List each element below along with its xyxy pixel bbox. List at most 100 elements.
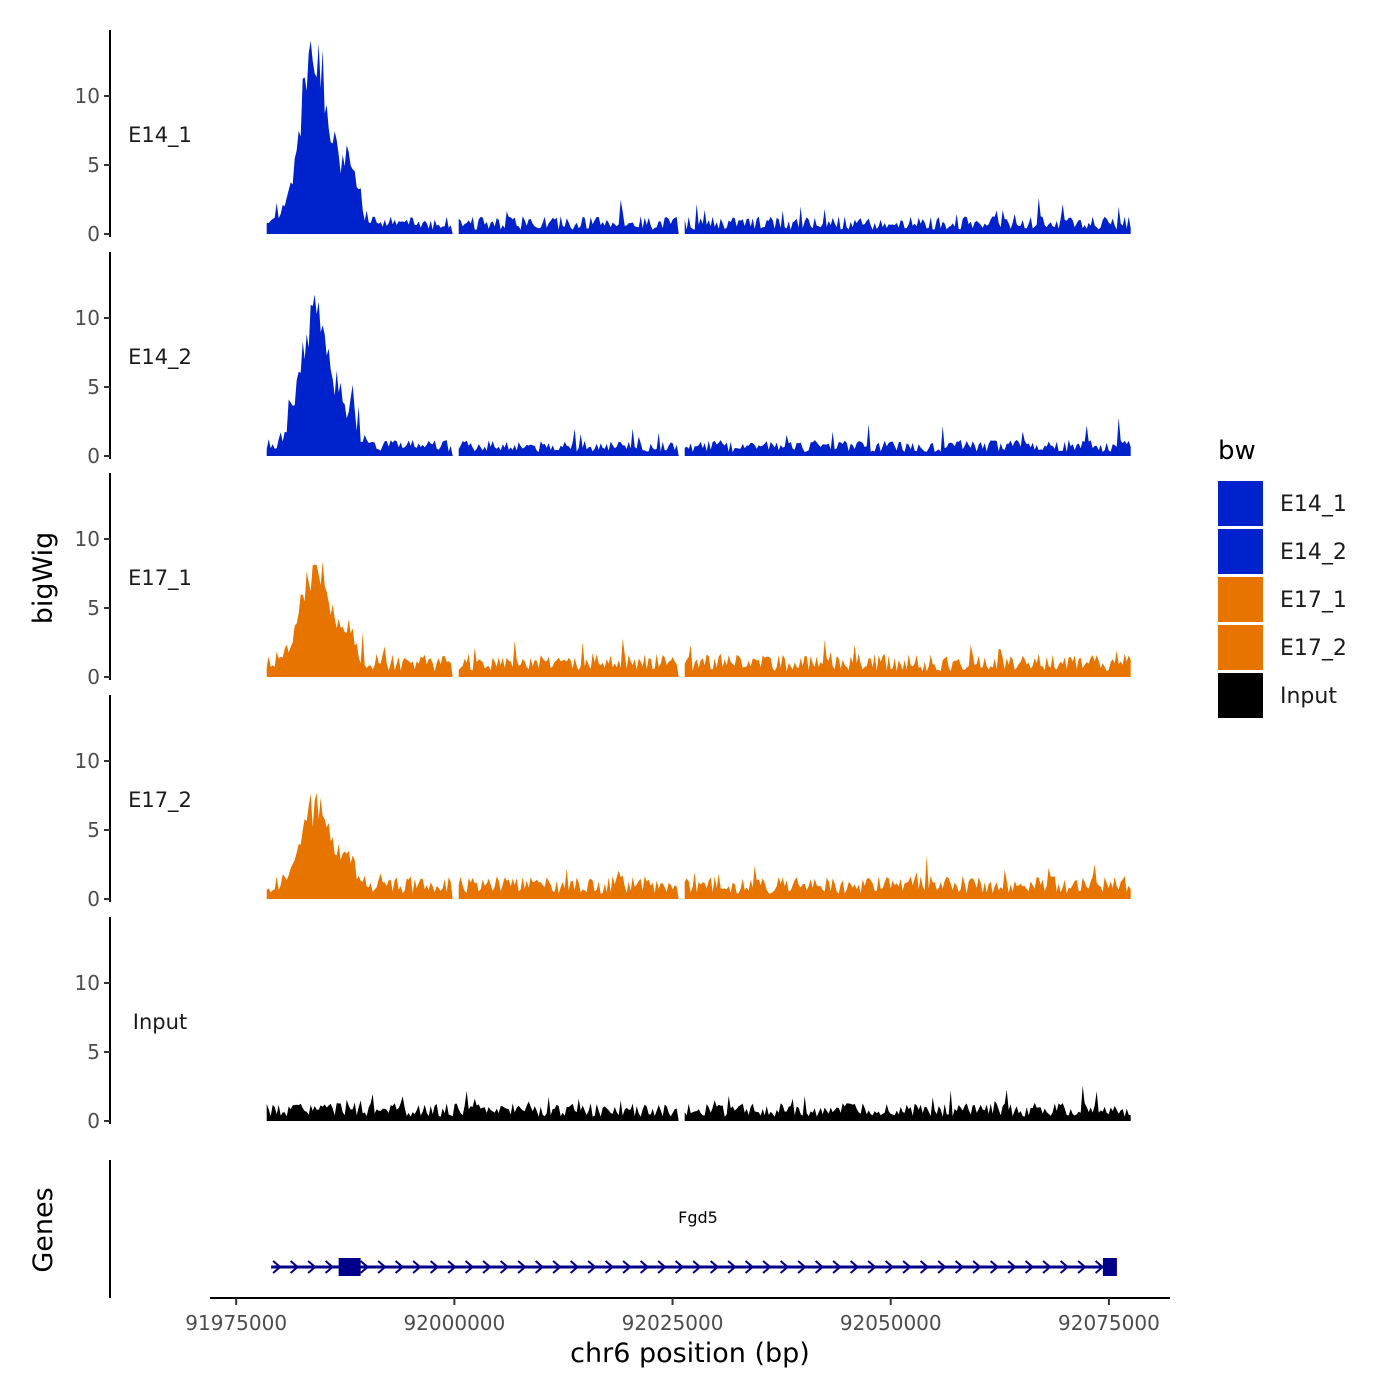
x-axis-title: chr6 position (bp) (570, 1338, 810, 1369)
x-axis: 91975000 92000000 92025000 92050000 92075000 (185, 1297, 1170, 1335)
track-Input: 0 5 10 Input (75, 917, 1131, 1133)
strand-arrow (1094, 1260, 1105, 1274)
legend-swatch (1218, 481, 1263, 526)
legend-swatch (1218, 625, 1263, 670)
strand-arrow (324, 1260, 335, 1274)
x-tick-label: 92025000 (622, 1311, 724, 1335)
strand-arrow (377, 1260, 387, 1274)
y-tick-label: 0 (87, 222, 100, 246)
y-tick-label: 10 (75, 749, 100, 773)
strand-arrow (972, 1260, 982, 1274)
y-tick-label: 5 (87, 153, 100, 177)
strand-arrow (534, 1260, 545, 1274)
strand-arrow (447, 1260, 457, 1274)
strand-arrow (814, 1260, 825, 1274)
strand-arrow (762, 1260, 772, 1274)
strand-arrow (657, 1260, 667, 1274)
gene-label: Fgd5 (678, 1208, 718, 1227)
strand-arrow (849, 1260, 860, 1274)
track-E14_1: 0 5 10 E14_1 (75, 30, 1131, 246)
legend-title: bw (1218, 436, 1256, 466)
y-tick-label: 5 (87, 818, 100, 842)
y-tick-label: 10 (75, 306, 100, 330)
track-E17_1: 0 5 10 E17_1 (75, 473, 1131, 689)
strand-arrow (832, 1260, 842, 1274)
strand-arrow (622, 1260, 632, 1274)
strand-arrow (884, 1260, 895, 1274)
gene-track: Fgd5 (109, 1160, 1117, 1298)
legend-swatch (1218, 577, 1263, 622)
strand-arrow (394, 1260, 405, 1274)
track-label: E14_2 (128, 345, 192, 370)
y-tick-label: 0 (87, 1109, 100, 1133)
strand-arrow (1007, 1260, 1017, 1274)
track-E14_2: 0 5 10 E14_2 (75, 252, 1131, 468)
strand-arrow (289, 1260, 300, 1274)
strand-arrow (674, 1260, 685, 1274)
y-tick-label: 0 (87, 444, 100, 468)
strand-arrow (1077, 1260, 1087, 1274)
strand-arrow (727, 1260, 737, 1274)
strand-arrow (797, 1260, 807, 1274)
strand-arrow (552, 1260, 562, 1274)
strand-arrow (779, 1260, 790, 1274)
strand-arrow (867, 1260, 877, 1274)
signal-area-Input (266, 1085, 1131, 1121)
legend-label: Input (1280, 684, 1337, 709)
strand-arrow (744, 1260, 755, 1274)
strand-arrow (272, 1260, 282, 1274)
signal-area-E17_2 (266, 792, 1131, 899)
legend-swatch (1218, 529, 1263, 574)
signal-area-E17_1 (266, 561, 1131, 677)
strand-arrow (902, 1260, 912, 1274)
track-label: E17_1 (128, 566, 192, 591)
exon (338, 1258, 361, 1276)
x-tick-label: 91975000 (185, 1311, 287, 1335)
legend-label: E14_1 (1280, 492, 1347, 517)
track-E17_2: 0 5 10 E17_2 (75, 695, 1131, 911)
strand-arrow (499, 1260, 510, 1274)
strand-arrow (1059, 1260, 1070, 1274)
x-tick-label: 92050000 (840, 1311, 942, 1335)
strand-arrow (464, 1260, 475, 1274)
y-tick-label: 5 (87, 1040, 100, 1064)
y-axis-title: bigWig (28, 532, 59, 625)
y-tick-label: 0 (87, 887, 100, 911)
legend-label: E17_1 (1280, 588, 1347, 613)
strand-arrow (604, 1260, 615, 1274)
strand-arrow (639, 1260, 650, 1274)
genes-axis-title: Genes (28, 1187, 59, 1272)
y-tick-label: 5 (87, 596, 100, 620)
track-label: E14_1 (128, 123, 192, 148)
strand-arrow (954, 1260, 965, 1274)
legend-swatch (1218, 673, 1263, 718)
x-tick-label: 92075000 (1058, 1311, 1160, 1335)
strand-arrow (412, 1260, 422, 1274)
legend-label: E17_2 (1280, 636, 1347, 661)
y-tick-label: 10 (75, 527, 100, 551)
y-tick-label: 0 (87, 665, 100, 689)
strand-arrow (709, 1260, 720, 1274)
strand-arrow (937, 1260, 947, 1274)
legend-label: E14_2 (1280, 540, 1347, 565)
strand-arrow (482, 1260, 492, 1274)
signal-area-E14_1 (266, 40, 1131, 234)
strand-arrow (569, 1260, 580, 1274)
strand-arrow (919, 1260, 930, 1274)
y-tick-label: 10 (75, 84, 100, 108)
track-label: E17_2 (128, 788, 192, 813)
strand-arrow (517, 1260, 527, 1274)
strand-arrow (429, 1260, 440, 1274)
strand-arrow (307, 1260, 317, 1274)
legend: bw E14_1 E14_2 E17_1 E17_2 Input (1218, 436, 1347, 718)
strand-arrow (1024, 1260, 1035, 1274)
strand-arrow (692, 1260, 702, 1274)
signal-area-E14_2 (266, 294, 1131, 456)
x-tick-label: 92000000 (403, 1311, 505, 1335)
strand-arrow (989, 1260, 1000, 1274)
track-panels: 0 5 10 E14_1 0 5 10 E14_2 0 5 10 E17_1 0 5 10 E17_2 0 5 10… (75, 30, 1131, 1133)
strand-arrow (587, 1260, 597, 1274)
strand-arrow (1042, 1260, 1052, 1274)
y-tick-label: 5 (87, 375, 100, 399)
